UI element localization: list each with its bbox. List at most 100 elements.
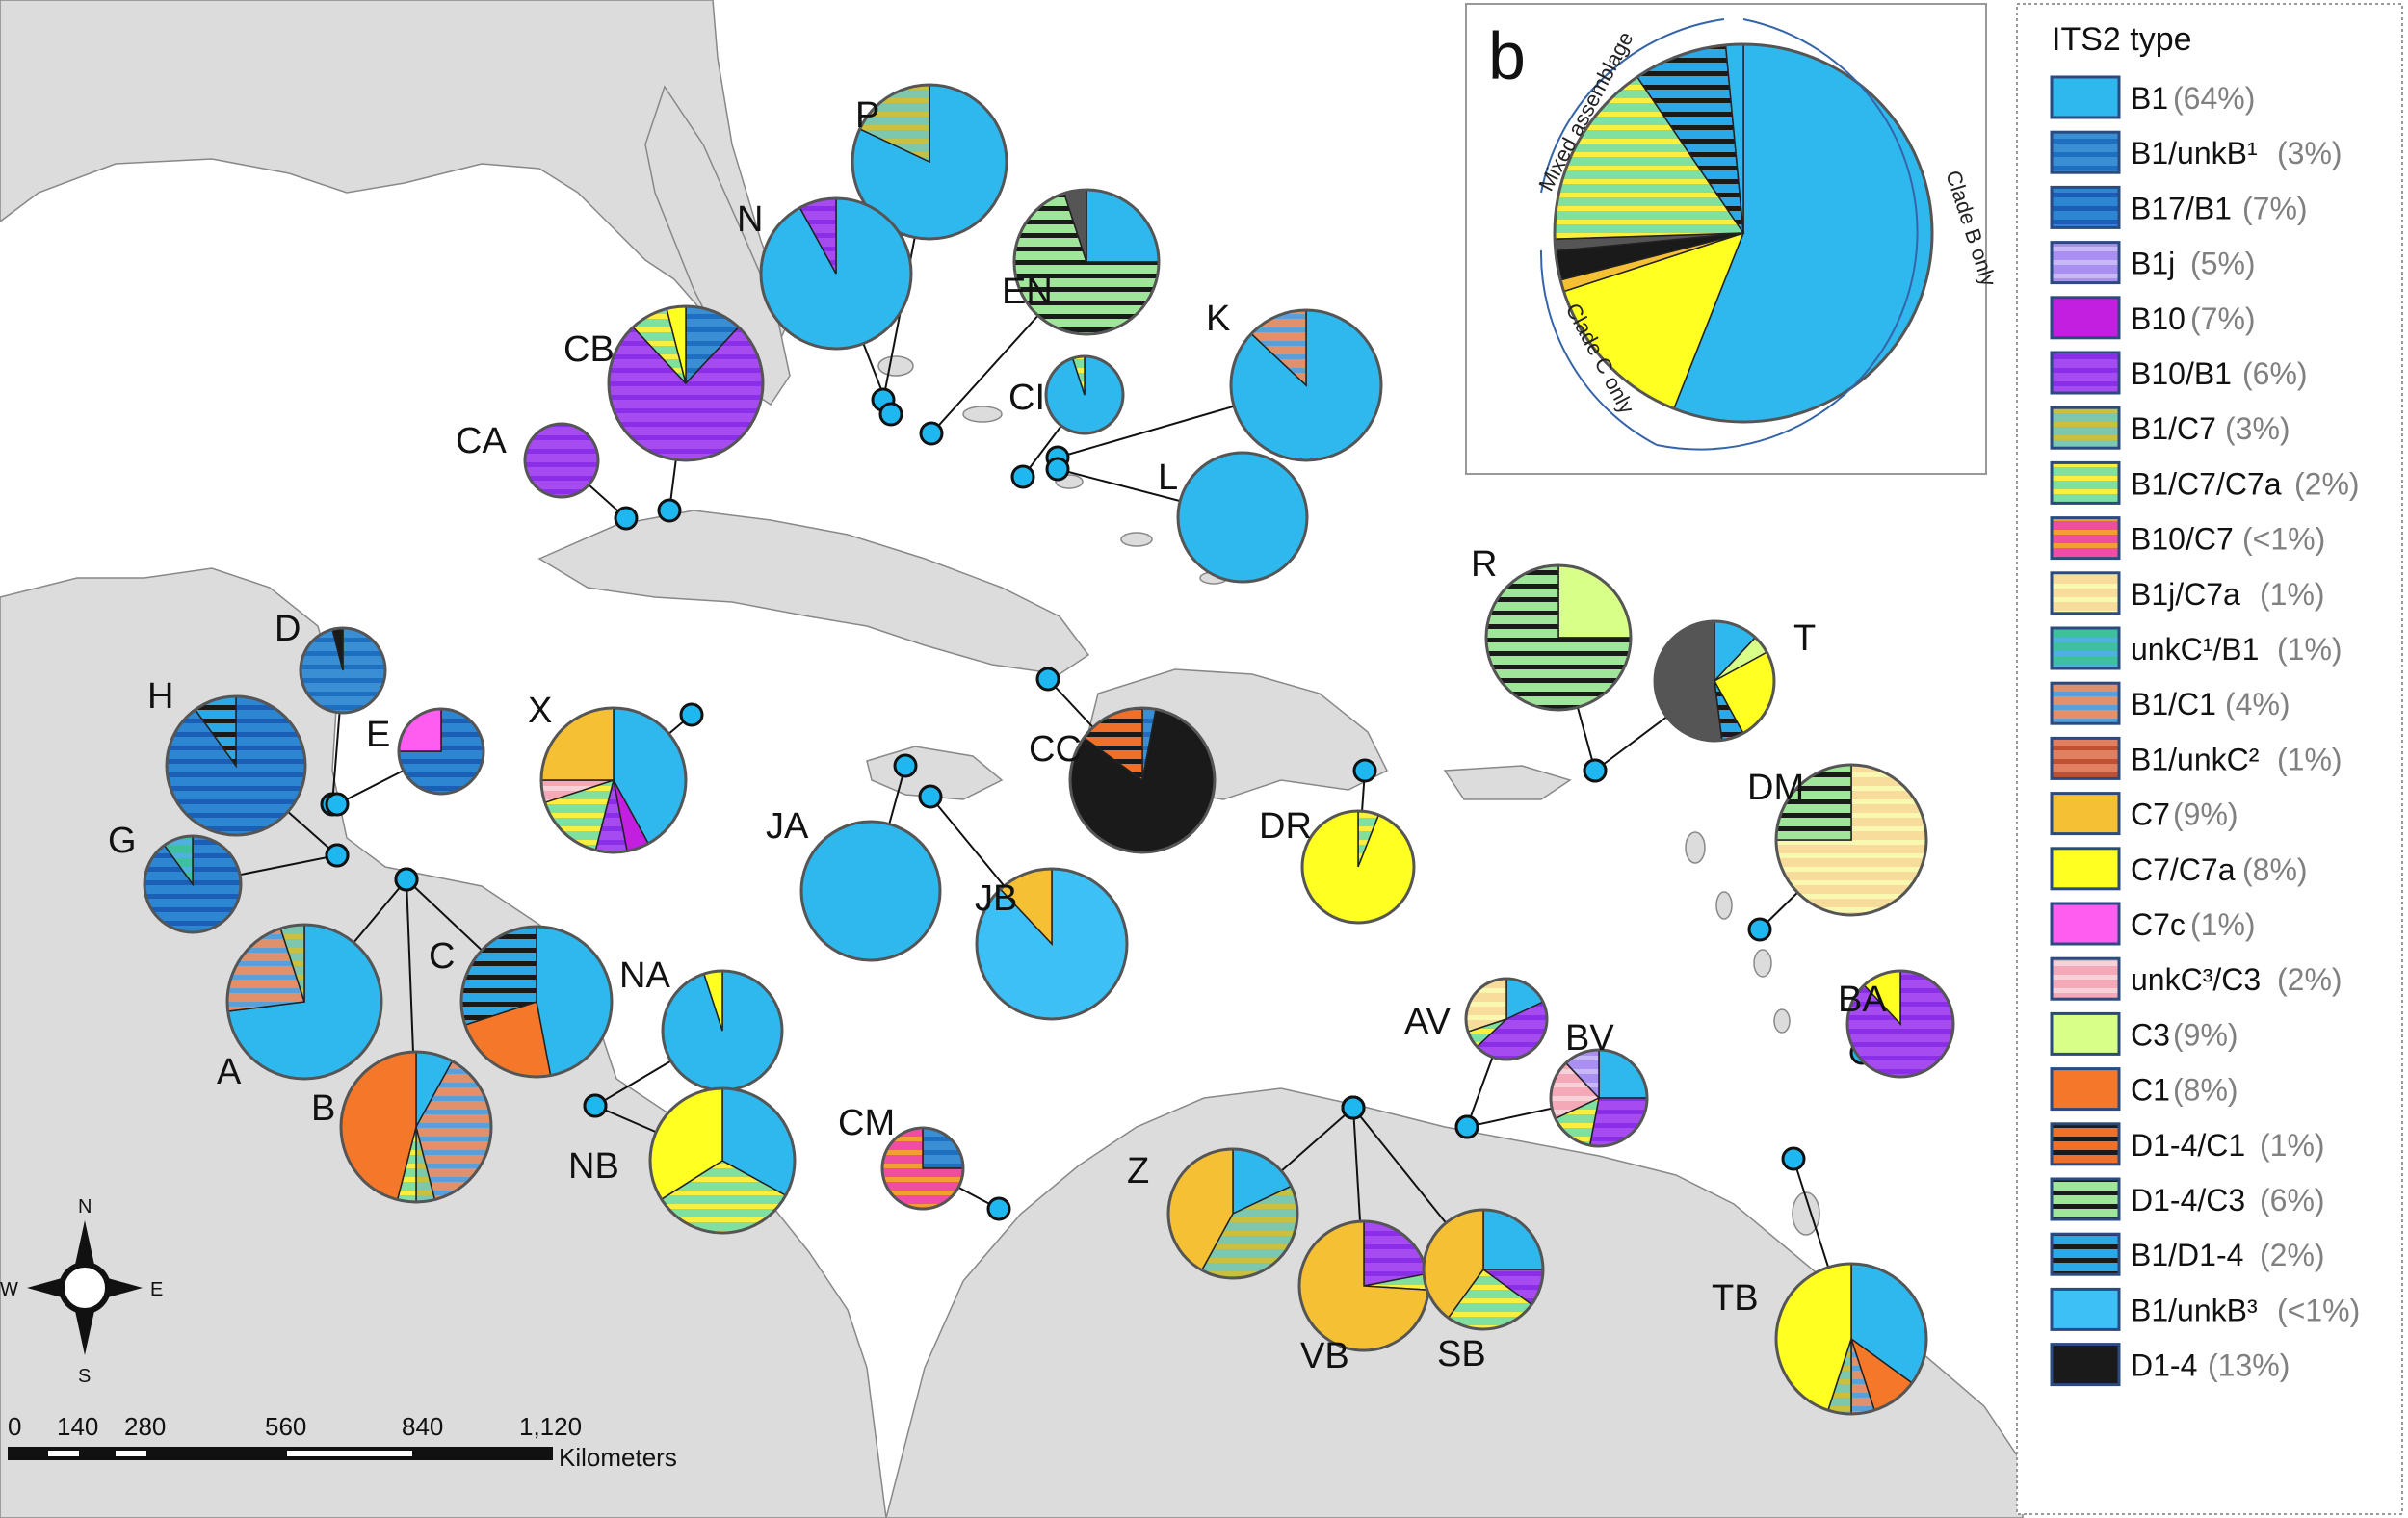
legend: ITS2 type B1 (64%)B1/unkB¹ (3%)B17/B1 (7%)B…: [2016, 3, 2403, 1515]
legend-pct: (2%): [2260, 1238, 2325, 1272]
legend-item-B1_C1: B1/C1 (4%): [2050, 681, 2290, 725]
label-D: D: [275, 609, 301, 649]
legend-item-C7c: C7c (1%): [2050, 902, 2256, 946]
legend-swatch: [2050, 460, 2121, 505]
legend-label: C7c: [2131, 907, 2186, 942]
inset-arc-bottom: [1539, 249, 1658, 446]
legend-swatch: [2050, 1177, 2121, 1221]
legend-item-B1: B1 (64%): [2050, 75, 2255, 119]
legend-pct: (6%): [2242, 356, 2308, 391]
label-L: L: [1158, 458, 1178, 498]
pie-B: [339, 1050, 493, 1204]
pie-JA-outline: [799, 820, 942, 962]
legend-label: C7/C7a: [2131, 852, 2236, 887]
compass-n: N: [78, 1196, 92, 1217]
island: [1685, 831, 1706, 864]
pie-BA: [1845, 969, 1955, 1079]
pie-A-outline: [225, 923, 383, 1081]
marker-E: [325, 792, 350, 817]
legend-swatch: [2050, 681, 2121, 725]
scale-tick-label: 1,120: [519, 1412, 582, 1441]
legend-item-C7: C7 (9%): [2050, 792, 2238, 836]
legend-item-D1_4_C3: D1-4/C3 (6%): [2050, 1177, 2325, 1221]
legend-label: B1/unkC²: [2131, 742, 2260, 776]
island: [1792, 1191, 1820, 1236]
compass-north-arrow: [75, 1220, 94, 1265]
island: [1120, 532, 1153, 547]
scale-bar-outline: [8, 1447, 553, 1460]
legend-label: B1/unkB³: [2131, 1293, 2258, 1327]
legend-item-unkC1_B1: unkC¹/B1 (1%): [2050, 626, 2343, 670]
legend-label: B1/C7: [2131, 411, 2216, 446]
legend-swatch: [2050, 296, 2121, 340]
legend-swatch: [2050, 1011, 2121, 1056]
label-VB: VB: [1300, 1336, 1349, 1376]
label-BA: BA: [1838, 980, 1887, 1020]
legend-label: B10/C7: [2131, 522, 2234, 557]
label-CM: CM: [838, 1103, 895, 1143]
pie-CM: [880, 1126, 965, 1211]
legend-swatch: [2050, 1122, 2121, 1166]
legend-item-B10: B10 (7%): [2050, 296, 2256, 340]
marker-B: [394, 867, 419, 892]
label-JB: JB: [975, 878, 1017, 919]
legend-label: unkC¹/B1: [2131, 632, 2259, 667]
scale-ticks: 0 140 280 560 840 1,120: [8, 1412, 582, 1441]
marker-T: [1583, 758, 1608, 783]
legend-pct: (1%): [2260, 577, 2325, 612]
legend-label: B10/B1: [2131, 356, 2232, 391]
legend-label: D1-4/C1: [2131, 1128, 2245, 1163]
pie-CI: [1044, 354, 1125, 435]
legend-item-B1_unkC2: B1/unkC² (1%): [2050, 736, 2343, 780]
legend-swatch: [2050, 847, 2121, 891]
legend-swatch: [2050, 626, 2121, 670]
site-labels: P N EN CB CA CI K L R T DM D E H G X CC JA JB DR A C NA B NB CM AV…: [108, 95, 1887, 1376]
legend-pct: (1%): [2277, 632, 2343, 667]
label-R: R: [1471, 544, 1497, 585]
legend-pct: (<1%): [2242, 522, 2325, 557]
scale-tick-label: 0: [8, 1412, 21, 1441]
pie-H: [165, 694, 307, 837]
label-NA: NA: [619, 955, 670, 996]
label-CI: CI: [1008, 378, 1045, 418]
legend-label: B1/C1: [2131, 687, 2216, 721]
legend-label: B1/D1-4: [2131, 1238, 2243, 1272]
legend-pct: (8%): [2242, 852, 2308, 887]
pie-CB: [607, 304, 765, 462]
legend-pct: (1%): [2190, 907, 2256, 942]
label-EN: EN: [1002, 272, 1053, 312]
label-CB: CB: [563, 329, 615, 370]
marker-DR: [1352, 758, 1377, 783]
island: [1753, 949, 1772, 978]
label-H: H: [147, 676, 173, 717]
label-BV: BV: [1565, 1018, 1614, 1059]
pie-SB: [1422, 1208, 1545, 1331]
pie-CA-outline: [523, 422, 600, 499]
legend-label: unkC³/C3: [2131, 962, 2261, 997]
scale-tick-label: 280: [124, 1412, 166, 1441]
island: [1773, 1008, 1791, 1034]
pie-CM-outline: [880, 1126, 965, 1211]
pie-E-outline: [397, 707, 485, 796]
legend-swatch: [2050, 736, 2121, 780]
label-SB: SB: [1437, 1334, 1486, 1374]
compass-rose: N S E W: [0, 1196, 163, 1387]
marker-N: [878, 402, 903, 427]
scale-bar: 0 140 280 560 840 1,120 Kilometers: [8, 1412, 677, 1472]
legend-item-D1_4_C1: D1-4/C1 (1%): [2050, 1122, 2325, 1166]
scale-tick-label: 560: [265, 1412, 306, 1441]
label-G: G: [108, 821, 137, 861]
scale-bar-seg: [287, 1451, 412, 1456]
legend-items: B1 (64%)B1/unkB¹ (3%)B17/B1 (7%)B1j (5%)B10(…: [2050, 75, 2360, 1387]
pie-K: [1229, 308, 1383, 462]
pie-C-outline: [459, 925, 614, 1079]
label-JA: JA: [766, 806, 809, 847]
pie-DM: [1774, 763, 1928, 917]
legend-swatch: [2050, 75, 2121, 119]
pie-X-outline: [539, 706, 688, 854]
pie-DR: [1300, 809, 1416, 925]
marker-SB: [1341, 1095, 1366, 1120]
island: [1715, 891, 1733, 920]
marker-CI: [1010, 464, 1035, 489]
legend-pct: (8%): [2173, 1073, 2238, 1108]
